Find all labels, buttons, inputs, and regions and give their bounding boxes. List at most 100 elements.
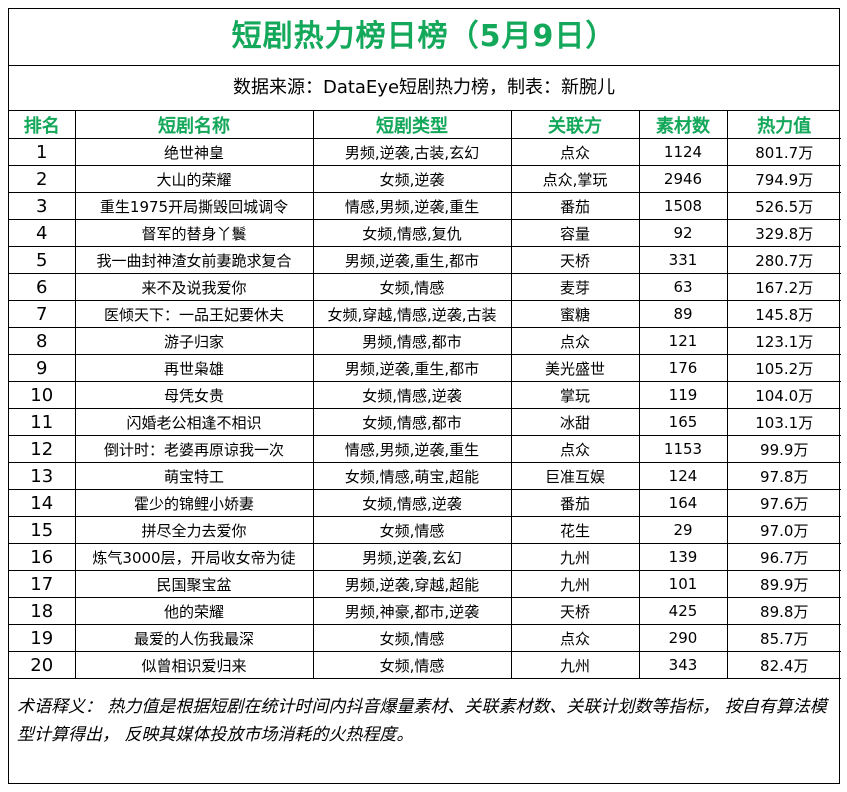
cell-heat: 97.6万 [726,489,841,517]
cell-rank: 11 [9,408,76,436]
cell-drama-name: 再世枭雄 [74,354,314,382]
cell-materials: 29 [638,516,728,544]
cell-drama-name: 我一曲封神渣女前妻跪求复合 [74,246,314,274]
cell-materials: 343 [638,651,728,679]
cell-heat: 526.5万 [726,192,841,220]
cell-partner: 九州 [510,543,640,571]
cell-partner: 花生 [510,516,640,544]
cell-drama-type: 女频,情感,都市 [312,408,512,436]
cell-partner: 蜜糖 [510,300,640,328]
cell-partner: 番茄 [510,192,640,220]
cell-materials: 121 [638,327,728,355]
cell-drama-type: 女频,穿越,情感,逆袭,古装 [312,300,512,328]
cell-rank: 2 [9,165,76,193]
header-materials: 素材数 [638,111,728,139]
cell-heat: 167.2万 [726,273,841,301]
cell-partner: 点众,掌玩 [510,165,640,193]
cell-drama-type: 女频,情感 [312,624,512,652]
cell-rank: 6 [9,273,76,301]
cell-partner: 天桥 [510,597,640,625]
table-row: 18 他的荣耀 男频,神豪,都市,逆袭 天桥 425 89.8万 [9,597,841,625]
cell-materials: 63 [638,273,728,301]
cell-heat: 145.8万 [726,300,841,328]
cell-rank: 20 [9,651,76,679]
header-partner: 关联方 [510,111,640,139]
cell-partner: 掌玩 [510,381,640,409]
cell-heat: 99.9万 [726,435,841,463]
cell-materials: 165 [638,408,728,436]
cell-rank: 12 [9,435,76,463]
cell-drama-type: 男频,神豪,都市,逆袭 [312,597,512,625]
cell-materials: 1153 [638,435,728,463]
cell-materials: 119 [638,381,728,409]
cell-materials: 1508 [638,192,728,220]
cell-drama-name: 绝世神皇 [74,138,314,166]
cell-drama-type: 男频,逆袭,重生,都市 [312,246,512,274]
cell-heat: 794.9万 [726,165,841,193]
cell-rank: 19 [9,624,76,652]
cell-partner: 点众 [510,327,640,355]
header-heat: 热力值 [726,111,841,139]
cell-drama-name: 萌宝特工 [74,462,314,490]
cell-rank: 10 [9,381,76,409]
cell-drama-type: 男频,逆袭,古装,玄幻 [312,138,512,166]
cell-rank: 1 [9,138,76,166]
cell-drama-type: 女频,逆袭 [312,165,512,193]
cell-drama-type: 情感,男频,逆袭,重生 [312,192,512,220]
cell-heat: 89.8万 [726,597,841,625]
cell-heat: 105.2万 [726,354,841,382]
table-row: 17 民国聚宝盆 男频,逆袭,穿越,超能 九州 101 89.9万 [9,570,841,598]
header-rank: 排名 [9,111,76,139]
table-row: 19 最爱的人伤我最深 女频,情感 点众 290 85.7万 [9,624,841,652]
cell-drama-type: 男频,逆袭,重生,都市 [312,354,512,382]
cell-rank: 7 [9,300,76,328]
cell-heat: 97.8万 [726,462,841,490]
cell-drama-name: 重生1975开局撕毁回城调令 [74,192,314,220]
cell-drama-name: 似曾相识爱归来 [74,651,314,679]
page-title: 短剧热力榜日榜（5月9日） [9,9,839,66]
cell-drama-type: 女频,情感 [312,516,512,544]
cell-drama-name: 他的荣耀 [74,597,314,625]
cell-rank: 3 [9,192,76,220]
cell-heat: 96.7万 [726,543,841,571]
cell-materials: 164 [638,489,728,517]
ranking-table: 排名 短剧名称 短剧类型 关联方 素材数 热力值 1 绝世神皇 男频,逆袭,古装,玄… [9,111,841,679]
table-row: 5 我一曲封神渣女前妻跪求复合 男频,逆袭,重生,都市 天桥 331 280.7万 [9,246,841,274]
cell-partner: 美光盛世 [510,354,640,382]
header-drama-name: 短剧名称 [74,111,314,139]
cell-materials: 1124 [638,138,728,166]
cell-drama-name: 来不及说我爱你 [74,273,314,301]
cell-partner: 天桥 [510,246,640,274]
cell-drama-name: 霍少的锦鲤小娇妻 [74,489,314,517]
cell-heat: 801.7万 [726,138,841,166]
cell-materials: 425 [638,597,728,625]
cell-heat: 89.9万 [726,570,841,598]
cell-drama-name: 民国聚宝盆 [74,570,314,598]
cell-heat: 82.4万 [726,651,841,679]
cell-partner: 点众 [510,435,640,463]
cell-drama-name: 炼气3000层，开局收女帝为徒 [74,543,314,571]
term-explanation-note: 术语释义： 热力值是根据短剧在统计时间内抖音爆量素材、关联素材数、关联计划数等指… [17,697,827,745]
table-row: 3 重生1975开局撕毁回城调令 情感,男频,逆袭,重生 番茄 1508 526.5万 [9,192,841,220]
table-row: 6 来不及说我爱你 女频,情感 麦芽 63 167.2万 [9,273,841,301]
cell-materials: 89 [638,300,728,328]
cell-drama-type: 女频,情感,萌宝,超能 [312,462,512,490]
cell-rank: 14 [9,489,76,517]
data-source-line: 数据来源：DataEye短剧热力榜，制表：新腕儿 [9,66,839,111]
cell-heat: 85.7万 [726,624,841,652]
table-header-row: 排名 短剧名称 短剧类型 关联方 素材数 热力值 [9,111,841,139]
cell-heat: 280.7万 [726,246,841,274]
cell-partner: 九州 [510,651,640,679]
cell-partner: 点众 [510,138,640,166]
cell-drama-name: 拼尽全力去爱你 [74,516,314,544]
table-row: 8 游子归家 男频,情感,都市 点众 121 123.1万 [9,327,841,355]
cell-rank: 15 [9,516,76,544]
cell-heat: 103.1万 [726,408,841,436]
cell-drama-type: 女频,情感,逆袭 [312,489,512,517]
ranking-sheet: 短剧热力榜日榜（5月9日） 数据来源：DataEye短剧热力榜，制表：新腕儿 排… [8,8,841,784]
cell-drama-name: 游子归家 [74,327,314,355]
cell-drama-name: 大山的荣耀 [74,165,314,193]
cell-rank: 18 [9,597,76,625]
cell-drama-type: 情感,男频,逆袭,重生 [312,435,512,463]
cell-materials: 290 [638,624,728,652]
